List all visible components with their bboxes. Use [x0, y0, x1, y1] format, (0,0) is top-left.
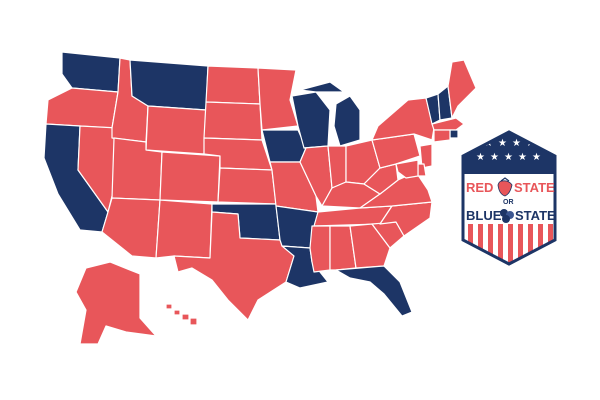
state-maine	[447, 59, 477, 119]
state-new-york	[371, 97, 435, 141]
badge-stripes	[468, 224, 553, 264]
state-montana	[129, 59, 209, 111]
state-delaware	[417, 163, 427, 177]
state-new-mexico	[155, 199, 213, 259]
state-iowa	[261, 129, 307, 163]
state-michigan	[299, 81, 361, 147]
state-north-dakota	[205, 65, 261, 105]
state-connecticut	[433, 129, 451, 143]
svg-text:★: ★	[532, 152, 541, 163]
state-florida	[335, 265, 413, 317]
state-wyoming	[145, 105, 207, 155]
svg-text:★: ★	[476, 152, 485, 163]
badge-or: OR	[503, 199, 514, 206]
blueberry-icon	[500, 209, 514, 223]
state-washington	[61, 51, 121, 93]
state-south-dakota	[203, 101, 263, 141]
state-new-jersey	[419, 143, 433, 169]
badge-blue-word: BLUE	[466, 208, 502, 223]
red-or-blue-state-badge: ★ ★ ★ ★ ★ ★ ★ ★ ★ ★ ★ RED STATE	[461, 130, 557, 266]
state-mississippi	[309, 225, 331, 273]
state-rhode-island	[449, 129, 459, 139]
strawberry-icon	[497, 177, 513, 197]
state-colorado	[159, 151, 221, 203]
badge-red-word: RED	[466, 180, 493, 195]
svg-text:★: ★	[518, 152, 527, 163]
state-oregon	[45, 87, 119, 129]
svg-text:★: ★	[504, 152, 513, 163]
svg-text:★: ★	[498, 138, 507, 149]
state-hawaii	[165, 303, 198, 326]
badge-state-word-bottom: STATE	[515, 208, 556, 223]
state-massachusetts	[431, 117, 465, 131]
state-kansas	[217, 167, 277, 205]
badge-state-word-top: STATE	[514, 180, 555, 195]
svg-text:★: ★	[512, 138, 521, 149]
state-alaska	[75, 261, 157, 345]
svg-text:★: ★	[490, 152, 499, 163]
state-virginia	[359, 171, 433, 209]
state-arizona	[101, 197, 161, 259]
state-texas	[173, 211, 295, 321]
state-maryland	[395, 159, 419, 179]
